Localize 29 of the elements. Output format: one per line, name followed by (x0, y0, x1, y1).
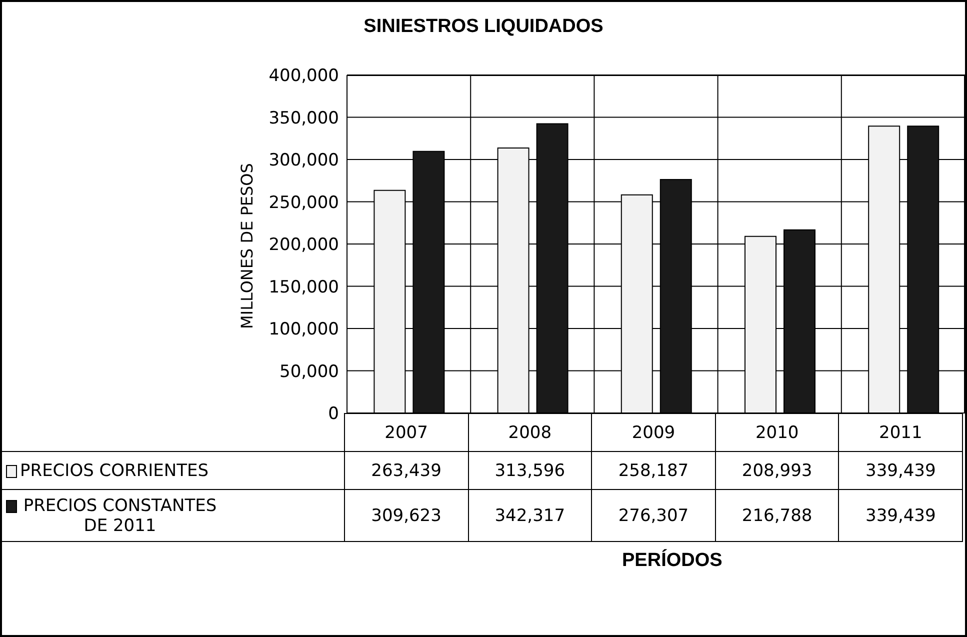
data-label: 208,993 (715, 452, 839, 490)
y-tick-label: 400,000 (268, 66, 339, 86)
y-tick-label: 300,000 (268, 150, 339, 171)
y-axis-title: MILLONES DE PESOS (238, 163, 256, 329)
data-label: 339,439 (838, 452, 962, 490)
text: PERÍODOS (622, 550, 722, 572)
y-tick-label: 250,000 (268, 192, 339, 213)
x-tick-label: 2007 (344, 414, 468, 452)
data-label: 309,623 (344, 490, 468, 542)
y-tick-label: 200,000 (268, 235, 339, 256)
x-tick-label: 2008 (468, 414, 592, 452)
legend-label: PRECIOS CORRIENTES (20, 460, 209, 480)
y-tick-label: 350,000 (268, 108, 339, 128)
y-tick-label: 0 (328, 404, 339, 424)
x-tick-label: 2009 (592, 414, 716, 452)
data-label: 313,596 (468, 452, 592, 490)
data-label: 342,317 (468, 490, 592, 542)
data-label: 258,187 (592, 452, 716, 490)
x-tick-label: 2011 (838, 414, 962, 452)
chart-title: SINIESTROS LIQUIDADOS (362, 16, 604, 38)
data-label: 339,439 (838, 490, 962, 542)
data-label: 276,307 (592, 490, 716, 542)
data-label: 263,439 (344, 452, 468, 490)
y-tick-label: 50,000 (280, 362, 339, 382)
y-tick-label: 100,000 (268, 320, 339, 340)
x-tick-label: 2010 (715, 414, 839, 452)
data-label: 216,788 (715, 490, 839, 542)
legend-label: PRECIOS CONSTANTES DE 2011 (22, 496, 218, 536)
y-tick-label: 150,000 (268, 277, 339, 298)
